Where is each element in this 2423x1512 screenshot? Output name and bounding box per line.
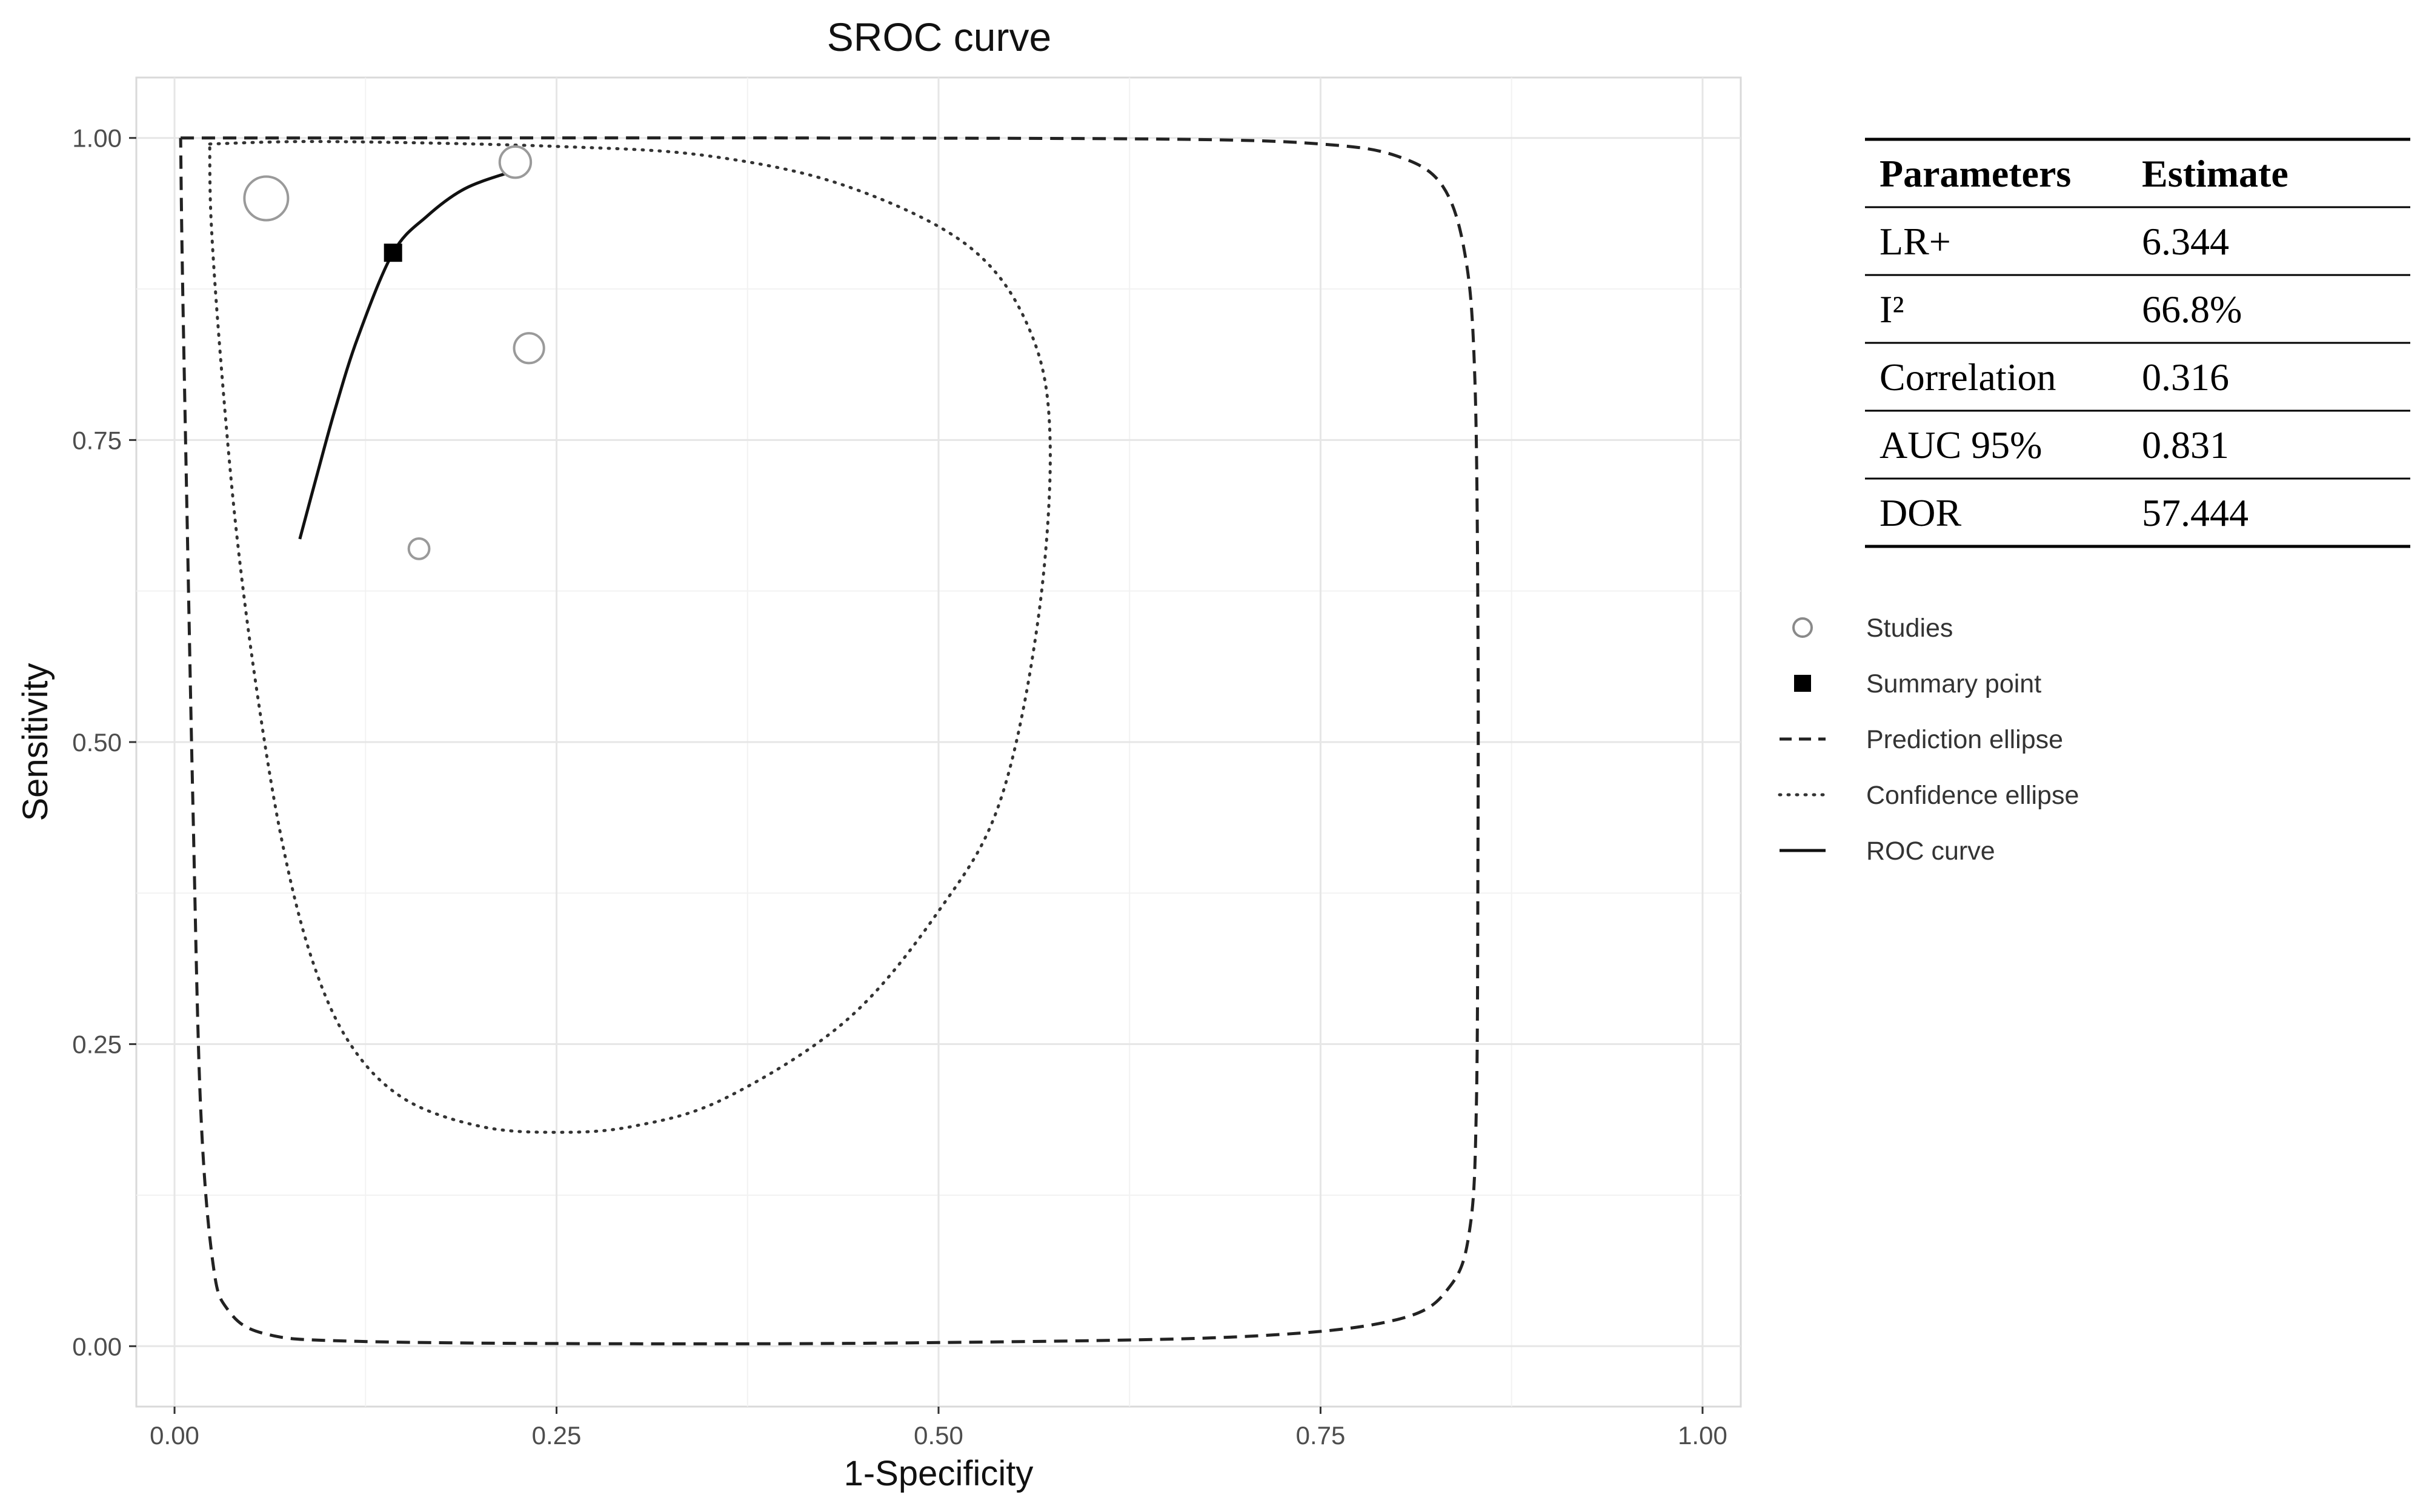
x-tick-label: 0.00 xyxy=(150,1421,199,1450)
y-tick-label: 1.00 xyxy=(72,124,122,153)
y-tick-label: 0.25 xyxy=(72,1030,122,1059)
table-cell-parameter: LR+ xyxy=(1880,220,1951,263)
table-cell-parameter: I² xyxy=(1880,288,1904,331)
x-axis-title: 1-Specificity xyxy=(844,1454,1034,1493)
prediction-ellipse xyxy=(179,136,1480,1345)
study-point xyxy=(243,175,290,222)
table-cell-parameter: Correlation xyxy=(1880,356,2056,399)
summary-point-layer xyxy=(384,244,402,262)
legend-label: Prediction ellipse xyxy=(1866,725,2063,754)
studies-layer xyxy=(243,145,545,560)
table-cell-estimate: 6.344 xyxy=(2142,220,2229,263)
summary-point xyxy=(384,244,402,262)
table-cell-estimate: 66.8% xyxy=(2142,288,2242,331)
prediction-ellipse-layer xyxy=(179,136,1480,1345)
y-tick-label: 0.00 xyxy=(72,1332,122,1361)
x-tick-label: 0.75 xyxy=(1296,1421,1346,1450)
table-header-cell: Estimate xyxy=(2142,152,2288,195)
legend: Studies Summary point Prediction ellipse Co… xyxy=(1778,614,2079,866)
table-cell-estimate: 0.831 xyxy=(2142,423,2229,466)
y-tick-label: 0.50 xyxy=(72,728,122,757)
table-header-cell: Parameters xyxy=(1880,152,2071,195)
roc-curve xyxy=(298,165,525,540)
table-cell-estimate: 57.444 xyxy=(2142,491,2249,534)
x-tick-label: 0.25 xyxy=(532,1421,582,1450)
study-point xyxy=(407,537,431,560)
legend-label: Summary point xyxy=(1866,669,2041,698)
legend-key-studies xyxy=(1792,617,1813,638)
chart-title: SROC curve xyxy=(827,15,1051,59)
confidence-ellipse-layer xyxy=(208,140,1052,1134)
y-tick-label: 0.75 xyxy=(72,426,122,454)
study-point xyxy=(513,332,545,365)
y-axis-ticks: 0.00 0.25 0.50 0.75 1.00 xyxy=(72,124,136,1361)
parameters-table: Parameters Estimate LR+ 6.344 I² 66.8% Correla… xyxy=(1865,138,2410,548)
x-tick-label: 0.50 xyxy=(914,1421,963,1450)
confidence-ellipse xyxy=(208,140,1052,1134)
roc-curve-layer xyxy=(298,165,525,540)
grid-lines xyxy=(136,78,1741,1407)
study-point xyxy=(498,145,533,179)
legend-label: Studies xyxy=(1866,614,1953,643)
table-cell-parameter: DOR xyxy=(1880,491,1961,534)
legend-label: Confidence ellipse xyxy=(1866,781,2079,810)
x-axis-ticks: 0.00 0.25 0.50 0.75 1.00 xyxy=(150,1407,1727,1450)
y-axis-title: Sensitivity xyxy=(16,663,55,821)
x-tick-label: 1.00 xyxy=(1678,1421,1727,1450)
table-cell-parameter: AUC 95% xyxy=(1880,423,2042,466)
legend-key-summary xyxy=(1794,675,1811,692)
plot-area xyxy=(135,76,1742,1408)
table-cell-estimate: 0.316 xyxy=(2142,356,2229,399)
legend-label: ROC curve xyxy=(1866,837,1995,866)
